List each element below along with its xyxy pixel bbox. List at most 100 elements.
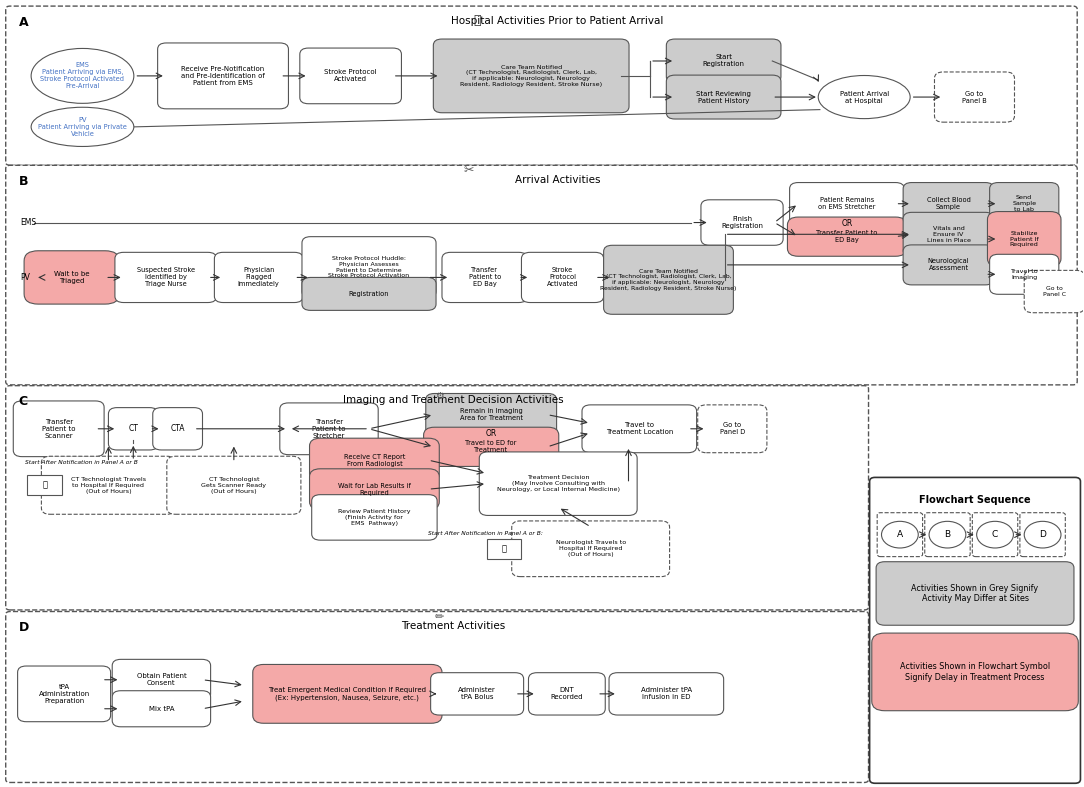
Text: ✂: ✂ <box>463 164 474 177</box>
FancyBboxPatch shape <box>990 254 1059 294</box>
Text: Care Team Notified
(CT Technologist, Radiologist, Clerk, Lab,
if applicable: Neu: Care Team Notified (CT Technologist, Rad… <box>601 268 737 291</box>
Text: D: D <box>18 621 29 634</box>
Text: Suspected Stroke
Identified by
Triage Nurse: Suspected Stroke Identified by Triage Nu… <box>137 268 195 287</box>
FancyBboxPatch shape <box>113 660 210 700</box>
Text: tPA
Administration
Preparation: tPA Administration Preparation <box>38 684 90 704</box>
FancyBboxPatch shape <box>872 633 1079 711</box>
FancyBboxPatch shape <box>869 478 1081 783</box>
FancyBboxPatch shape <box>903 212 994 257</box>
Text: Administer tPA
Infusion in ED: Administer tPA Infusion in ED <box>641 687 692 700</box>
Text: Activities Shown in Flowchart Symbol
Signify Delay in Treatment Process: Activities Shown in Flowchart Symbol Sig… <box>900 662 1050 682</box>
Text: Flowchart Sequence: Flowchart Sequence <box>919 496 1031 505</box>
Text: D: D <box>1040 530 1046 539</box>
FancyBboxPatch shape <box>479 452 637 515</box>
FancyBboxPatch shape <box>5 386 868 610</box>
Text: Neurological
Assessment: Neurological Assessment <box>928 258 969 272</box>
FancyBboxPatch shape <box>108 408 158 450</box>
Circle shape <box>929 521 966 548</box>
Ellipse shape <box>31 49 133 103</box>
Text: OR: OR <box>841 219 852 227</box>
FancyBboxPatch shape <box>302 237 436 297</box>
Text: Neurologist Travels to
Hospital If Required
(Out of Hours): Neurologist Travels to Hospital If Requi… <box>555 541 625 557</box>
Text: Start After Notification in Panel A or B: Start After Notification in Panel A or B <box>25 460 138 465</box>
FancyBboxPatch shape <box>426 394 556 436</box>
Text: Travel to ED for
Treatment: Travel to ED for Treatment <box>465 441 517 453</box>
FancyBboxPatch shape <box>302 278 436 310</box>
FancyBboxPatch shape <box>512 521 670 577</box>
FancyBboxPatch shape <box>903 245 994 285</box>
Text: Start
Registration: Start Registration <box>702 54 745 68</box>
Text: Care Team Notified
(CT Technologist, Radiologist, Clerk, Lab,
if applicable: Neu: Care Team Notified (CT Technologist, Rad… <box>460 65 603 87</box>
FancyBboxPatch shape <box>972 512 1018 556</box>
Text: Go to
Panel C: Go to Panel C <box>1043 286 1066 297</box>
FancyBboxPatch shape <box>698 405 766 453</box>
FancyBboxPatch shape <box>521 253 604 302</box>
FancyBboxPatch shape <box>157 43 288 109</box>
Text: Stroke Protocol Huddle:
Physician Assesses
Patient to Determine
Stroke Protocol : Stroke Protocol Huddle: Physician Assess… <box>328 256 410 279</box>
Text: OR: OR <box>486 429 496 438</box>
FancyBboxPatch shape <box>787 217 906 257</box>
FancyBboxPatch shape <box>310 438 439 482</box>
FancyBboxPatch shape <box>487 538 521 559</box>
Text: EMS
Patient Arriving via EMS,
Stroke Protocol Activated
Pre-Arrival: EMS Patient Arriving via EMS, Stroke Pro… <box>40 62 125 90</box>
FancyBboxPatch shape <box>300 48 401 104</box>
FancyBboxPatch shape <box>5 165 1077 385</box>
Text: Wait for Lab Results if
Required: Wait for Lab Results if Required <box>338 482 411 496</box>
FancyBboxPatch shape <box>667 75 780 119</box>
Text: Go to
Panel D: Go to Panel D <box>720 423 745 435</box>
FancyBboxPatch shape <box>113 691 210 726</box>
Text: B: B <box>944 530 951 539</box>
Circle shape <box>977 521 1014 548</box>
FancyBboxPatch shape <box>17 666 111 722</box>
FancyBboxPatch shape <box>442 253 528 302</box>
Text: Wait to be
Triaged: Wait to be Triaged <box>54 271 89 284</box>
Text: CT: CT <box>128 424 139 434</box>
Text: Stroke
Protocol
Activated: Stroke Protocol Activated <box>546 268 578 287</box>
FancyBboxPatch shape <box>789 183 904 225</box>
Text: Arrival Activities: Arrival Activities <box>515 175 601 185</box>
FancyBboxPatch shape <box>27 475 62 496</box>
Ellipse shape <box>818 76 911 119</box>
FancyBboxPatch shape <box>990 183 1059 225</box>
Text: Go to
Panel B: Go to Panel B <box>963 91 986 104</box>
FancyBboxPatch shape <box>280 403 378 455</box>
FancyBboxPatch shape <box>310 469 439 509</box>
Text: Hospital Activities Prior to Patient Arrival: Hospital Activities Prior to Patient Arr… <box>452 16 663 25</box>
Text: Receive CT Report
From Radiologist: Receive CT Report From Radiologist <box>344 453 405 467</box>
Text: PV
Patient Arriving via Private
Vehicle: PV Patient Arriving via Private Vehicle <box>38 116 127 137</box>
FancyBboxPatch shape <box>253 664 442 723</box>
Text: B: B <box>18 175 28 188</box>
Text: ✏: ✏ <box>435 612 444 622</box>
Text: Obtain Patient
Consent: Obtain Patient Consent <box>137 673 186 686</box>
Text: Finish
Registration: Finish Registration <box>721 216 763 229</box>
FancyBboxPatch shape <box>925 512 970 556</box>
Text: Remain in Imaging
Area for Treatment: Remain in Imaging Area for Treatment <box>460 408 522 421</box>
Text: A: A <box>18 16 28 28</box>
FancyBboxPatch shape <box>5 6 1077 165</box>
Text: ⛪: ⛪ <box>474 14 481 27</box>
FancyBboxPatch shape <box>876 562 1074 625</box>
Text: C: C <box>992 530 998 539</box>
Ellipse shape <box>31 107 133 146</box>
Text: Imaging and Treatment Decision Activities: Imaging and Treatment Decision Activitie… <box>343 395 564 405</box>
FancyBboxPatch shape <box>877 512 922 556</box>
FancyBboxPatch shape <box>5 611 868 782</box>
Text: Travel to
Imaging: Travel to Imaging <box>1010 269 1038 279</box>
Text: Transfer
Patient to
Scanner: Transfer Patient to Scanner <box>42 419 76 439</box>
FancyBboxPatch shape <box>312 495 437 540</box>
Text: A: A <box>896 530 903 539</box>
Text: 🚌: 🚌 <box>502 545 506 553</box>
FancyBboxPatch shape <box>215 253 304 302</box>
FancyBboxPatch shape <box>434 39 629 113</box>
FancyBboxPatch shape <box>529 673 605 715</box>
Text: Registration: Registration <box>349 291 389 297</box>
Text: Transfer
Patient to
Stretcher: Transfer Patient to Stretcher <box>312 419 346 439</box>
FancyBboxPatch shape <box>903 183 994 225</box>
Text: Receive Pre-Notification
and Pre-Identification of
Patient from EMS: Receive Pre-Notification and Pre-Identif… <box>181 66 264 86</box>
FancyBboxPatch shape <box>701 200 783 246</box>
Text: Mix tPA: Mix tPA <box>149 706 175 711</box>
FancyBboxPatch shape <box>667 39 780 83</box>
FancyBboxPatch shape <box>988 212 1061 267</box>
Text: Patient Remains
on EMS Stretcher: Patient Remains on EMS Stretcher <box>818 198 876 210</box>
Text: Stabilize
Patient If
Required: Stabilize Patient If Required <box>1010 231 1038 247</box>
